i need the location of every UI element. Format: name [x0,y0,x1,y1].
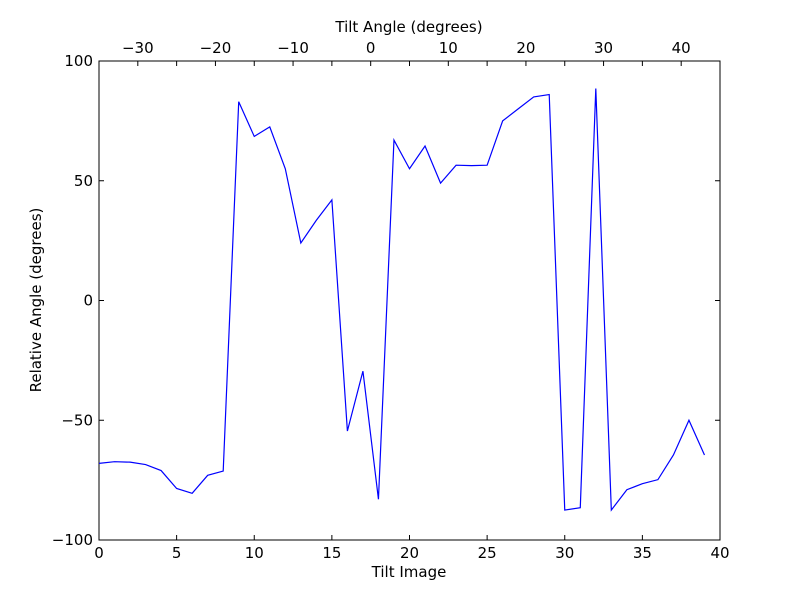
top-x-tick-label: 20 [516,39,535,57]
plot-frame [98,60,721,541]
x-tick-label: 5 [172,544,182,562]
x-tick-label: 40 [710,544,729,562]
series-line-0 [98,88,706,512]
x-tick-label: 15 [322,544,341,562]
x-tick-label: 0 [94,544,104,562]
top-x-tick-label: 10 [439,39,458,57]
x-tick-label: 30 [555,544,574,562]
x-tick-label: 20 [400,544,419,562]
y-tick-label: 0 [83,292,93,310]
top-x-axis-label: Tilt Angle (degrees) [334,18,482,36]
top-x-tick-label: −10 [277,39,309,57]
y-tick-label: −50 [61,411,93,429]
series-layer [98,88,706,512]
top-x-tick-label: −30 [122,39,154,57]
y-tick-label: 100 [64,52,93,70]
top-x-tick-label: 40 [672,39,691,57]
top-x-tick-label: 30 [594,39,613,57]
y-tick-label: 50 [74,172,93,190]
top-x-tick-label: 0 [366,39,376,57]
x-tick-label: 35 [633,544,652,562]
axes [98,60,721,541]
top-x-tick-label: −20 [200,39,232,57]
y-axis-label: Relative Angle (degrees) [27,208,45,393]
x-axis-label: Tilt Image [371,563,447,581]
y-tick-label: −100 [52,531,93,549]
x-tick-label: 10 [245,544,264,562]
x-tick-label: 25 [478,544,497,562]
ticks: 0 5 10 15 20 25 30 35 40−30 −20 −10 0 10 20 30 40−100−5… [52,39,730,562]
